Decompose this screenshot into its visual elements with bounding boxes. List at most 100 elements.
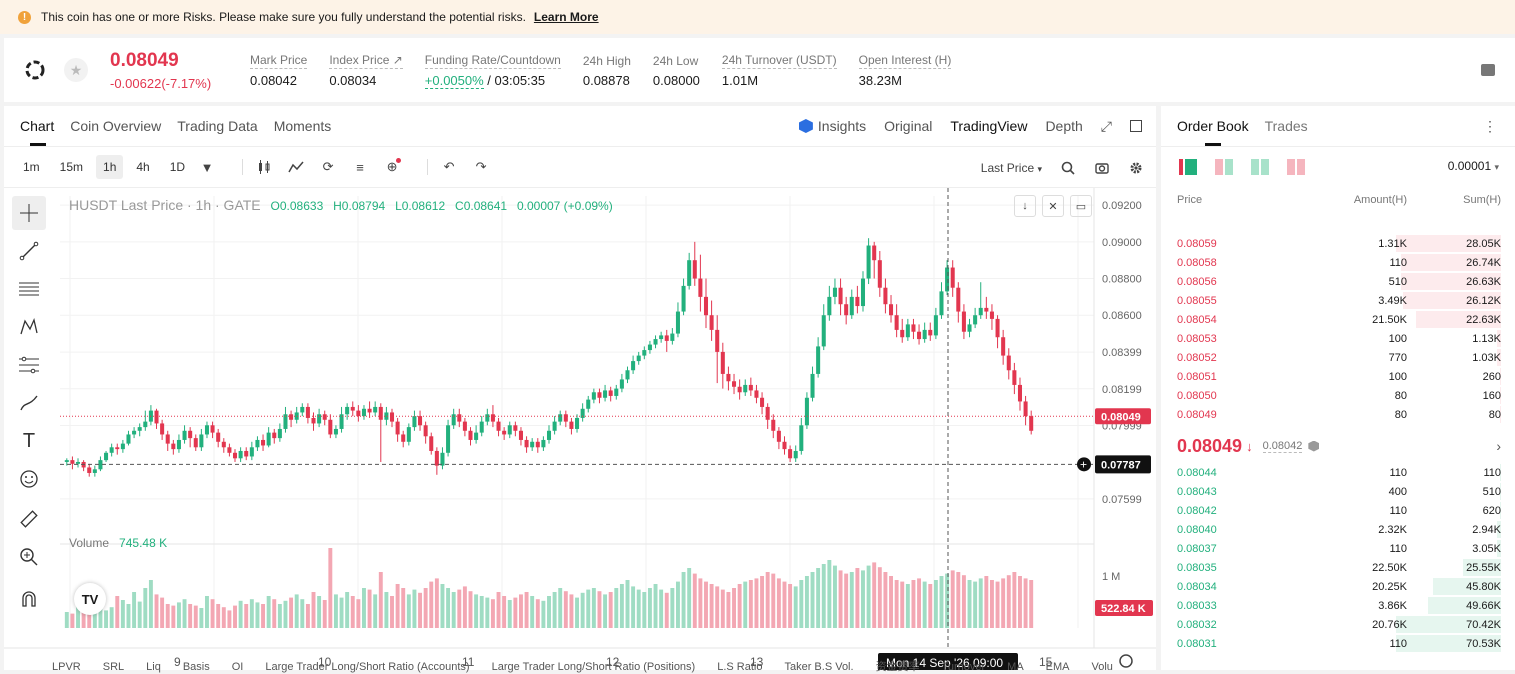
order-book-row[interactable]: 0.08044 110 110 — [1161, 463, 1515, 482]
zoom-in-icon[interactable] — [12, 540, 46, 574]
order-book-row[interactable]: 0.08043 400 510 — [1161, 482, 1515, 501]
tradingview-logo[interactable]: TV — [74, 583, 106, 615]
order-book-row[interactable]: 0.08050 80 160 — [1161, 386, 1515, 405]
order-book-row[interactable]: 0.08056 510 26.63K — [1161, 272, 1515, 291]
window-icon[interactable] — [1130, 120, 1142, 132]
trendline-icon[interactable] — [12, 234, 46, 268]
candle-body — [782, 441, 787, 450]
tf-4h[interactable]: 4h — [136, 160, 150, 174]
order-book-row[interactable]: 0.08054 21.50K 22.63K — [1161, 310, 1515, 329]
mid-price-row[interactable]: 0.08049 ↓ 0.08042 › — [1177, 434, 1501, 458]
emoji-icon[interactable] — [12, 462, 46, 496]
order-book-row[interactable]: 0.08059 1.31K 28.05K — [1161, 234, 1515, 253]
volume-bar — [524, 592, 529, 628]
order-book-row[interactable]: 0.08032 20.76K 70.42K — [1161, 615, 1515, 634]
chevron-down-icon[interactable]: ▼ — [200, 159, 214, 175]
layout-bids-icon[interactable] — [1251, 158, 1269, 175]
guide-book-icon[interactable] — [1481, 64, 1495, 76]
maximize-icon[interactable]: ▭ — [1070, 195, 1092, 217]
indicator-item[interactable]: 资金费率 — [875, 661, 920, 673]
crosshair-icon[interactable] — [12, 196, 46, 230]
tab-coin-overview[interactable]: Coin Overview — [70, 118, 162, 134]
order-book-row[interactable]: 0.08033 3.86K 49.66K — [1161, 596, 1515, 615]
alert-icon[interactable]: ⊕ — [383, 158, 402, 176]
order-book-row[interactable]: 0.08037 110 3.05K — [1161, 539, 1515, 558]
order-book-row[interactable]: 0.08035 22.50K 25.55K — [1161, 558, 1515, 577]
last-price-select[interactable]: Last Price ▾ — [981, 161, 1042, 175]
tf-1d[interactable]: 1D — [169, 160, 186, 174]
order-book-row[interactable]: 0.08040 2.32K 2.94K — [1161, 520, 1515, 539]
ruler-icon[interactable] — [12, 502, 46, 536]
gear-icon[interactable] — [1128, 160, 1144, 176]
indicator-item[interactable]: Large Trader Long/Short Ratio (Accounts) — [265, 661, 470, 673]
tab-trading-data[interactable]: Trading Data — [177, 118, 258, 134]
replay-icon[interactable]: ⟳ — [322, 159, 334, 174]
layout-both-icon[interactable] — [1179, 158, 1197, 175]
order-book-row[interactable]: 0.08053 100 1.13K — [1161, 329, 1515, 348]
indicator-item[interactable]: Volu — [1091, 661, 1113, 673]
arrow-down-icon[interactable]: ↓ — [1014, 195, 1036, 217]
fib-icon[interactable] — [12, 348, 46, 382]
candle-body — [771, 419, 776, 431]
magnet-icon[interactable] — [12, 582, 46, 616]
search-icon[interactable] — [1060, 160, 1076, 176]
stat-index-price[interactable]: Index Price ↗ 0.08034 — [329, 52, 403, 88]
order-book-row[interactable]: 0.08058 110 26.74K — [1161, 253, 1515, 272]
precision-select[interactable]: 0.00001 ▾ — [1448, 159, 1499, 173]
tab-trades[interactable]: Trades — [1264, 118, 1308, 134]
tab-chart[interactable]: Chart — [20, 106, 54, 146]
tf-1m[interactable]: 1m — [23, 160, 40, 174]
indicator-icon[interactable] — [287, 158, 305, 176]
collapse-icon[interactable]: ✕ — [1042, 195, 1064, 217]
order-book-row[interactable]: 0.08049 80 80 — [1161, 405, 1515, 424]
candle-type-icon[interactable] — [255, 158, 273, 176]
camera-icon[interactable] — [1094, 160, 1110, 176]
layout-both-alt-icon[interactable] — [1215, 158, 1233, 175]
candle-body — [92, 469, 97, 473]
brush-icon[interactable] — [12, 386, 46, 420]
undo-icon[interactable]: ↶ — [443, 159, 455, 174]
tab-moments[interactable]: Moments — [273, 118, 332, 134]
order-book-row[interactable]: 0.08055 3.49K 26.12K — [1161, 291, 1515, 310]
indicator-item[interactable]: EMA — [1045, 661, 1070, 673]
favorite-star-icon[interactable]: ★ — [64, 58, 88, 82]
horizontal-lines-icon[interactable] — [12, 272, 46, 306]
indicator-item[interactable]: Large Trader Long/Short Ratio (Positions… — [491, 661, 696, 673]
pattern-icon[interactable] — [12, 310, 46, 344]
indicator-item[interactable]: Taker B.S Vol. — [784, 661, 854, 673]
indicator-item[interactable]: MA — [1007, 661, 1024, 673]
indicator-item[interactable]: Basis — [182, 661, 210, 673]
view-original[interactable]: Original — [884, 118, 933, 134]
tf-1h[interactable]: 1h — [96, 155, 124, 179]
tf-15m[interactable]: 15m — [59, 160, 84, 174]
expand-icon[interactable]: ⤢ — [1100, 117, 1112, 134]
learn-more-link[interactable]: Learn More — [533, 10, 599, 24]
row-sum: 26.74K — [1466, 256, 1501, 269]
volume-bar — [569, 594, 574, 628]
order-book-row[interactable]: 0.08031 110 70.53K — [1161, 634, 1515, 653]
indicator-item[interactable]: OI — [231, 661, 244, 673]
order-book-row[interactable]: 0.08034 20.25K 45.80K — [1161, 577, 1515, 596]
more-menu-icon[interactable]: ⋮ — [1483, 118, 1497, 134]
indicator-item[interactable]: Turnover — [941, 661, 986, 673]
indicator-item[interactable]: Liq — [146, 661, 161, 673]
indicator-item[interactable]: L.S Ratio — [717, 661, 763, 673]
template-icon[interactable]: ≡ — [356, 159, 364, 175]
view-tradingview[interactable]: TradingView — [950, 118, 1028, 134]
indicator-item[interactable]: LPVR — [52, 661, 81, 673]
text-tool-icon[interactable]: T — [22, 429, 36, 452]
redo-icon[interactable]: ↷ — [475, 159, 487, 174]
row-amount: 2.32K — [1378, 523, 1407, 536]
tab-order-book[interactable]: Order Book — [1177, 106, 1249, 146]
candle-body — [804, 397, 809, 426]
order-book-row[interactable]: 0.08051 100 260 — [1161, 367, 1515, 386]
price-chart[interactable]: 0.09200 0.09000 0.08800 0.08600 0.08399 0.081… — [4, 188, 1156, 670]
insights-button[interactable]: Insights — [798, 118, 866, 134]
order-book-row[interactable]: 0.08042 110 620 — [1161, 501, 1515, 520]
indicator-item[interactable]: SRL — [102, 661, 125, 673]
order-book-row[interactable]: 0.08052 770 1.03K — [1161, 348, 1515, 367]
chevron-right-icon[interactable]: › — [1496, 438, 1501, 454]
view-depth[interactable]: Depth — [1045, 118, 1083, 134]
candle-body — [978, 307, 983, 316]
layout-asks-icon[interactable] — [1287, 158, 1305, 175]
